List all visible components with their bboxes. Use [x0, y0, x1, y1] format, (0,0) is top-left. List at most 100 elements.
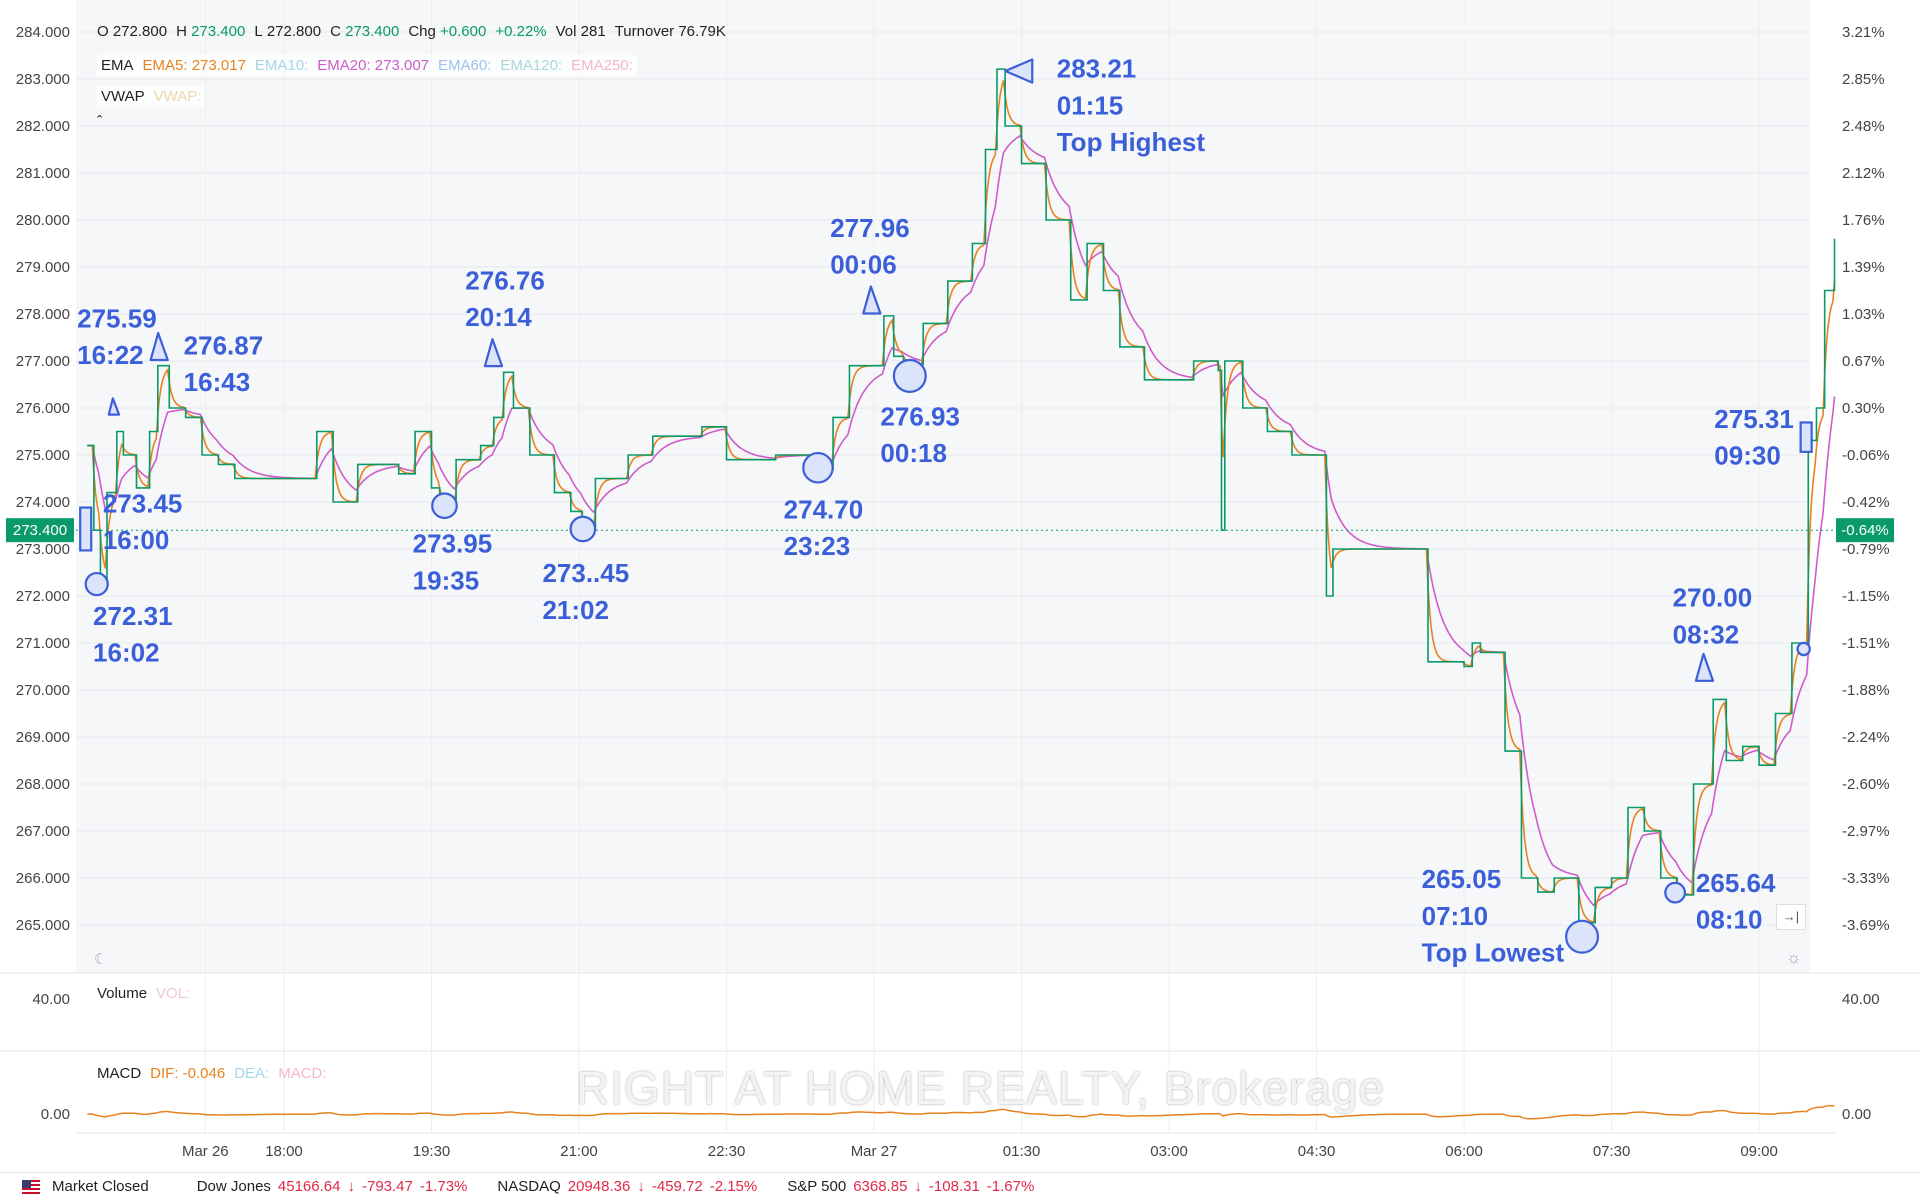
annotation-price-label: 274.70	[784, 494, 864, 524]
annotation[interactable]: 265.05 07:10 Top Lowest	[1422, 864, 1600, 968]
arrow-down-icon: ↓	[914, 1178, 922, 1195]
annotation-circle-marker	[1796, 641, 1811, 657]
sun-icon[interactable]: ☼	[1786, 948, 1802, 967]
index-change-pct: -1.73%	[419, 1178, 468, 1195]
annotation[interactable]: 275.59 16:22	[77, 303, 157, 416]
y-tick-pct-label: 0.67%	[1842, 353, 1885, 370]
x-tick-label: 21:00	[560, 1143, 598, 1160]
annotation-triangle-marker	[149, 331, 169, 362]
annotation-price-label: 272.31	[93, 601, 173, 631]
annotation-time-label: 23:23	[784, 531, 851, 561]
y-tick-pct-label: -0.06%	[1842, 447, 1890, 464]
vwap-legend[interactable]: VWAP VWAP:	[97, 86, 206, 107]
annotation[interactable]: 276.93 00:18	[880, 358, 960, 468]
annotation-circle-marker	[569, 515, 597, 543]
y-tick-label: 271.000	[16, 635, 70, 652]
y-tick-label: 280.000	[16, 212, 70, 229]
change-percent: +0.22%	[495, 23, 547, 40]
annotation-rect-marker	[79, 506, 93, 552]
scroll-to-latest-icon[interactable]: →|	[1776, 904, 1806, 930]
y-tick-label: 267.000	[16, 823, 70, 840]
annotation-price-label: 273.95	[413, 529, 493, 559]
index-quote[interactable]: NASDAQ 20948.36 ↓ -459.72 -2.15%	[497, 1178, 757, 1195]
ema-title[interactable]: EMA	[101, 57, 134, 74]
low-label: L	[254, 23, 263, 40]
annotation[interactable]: 276.87 16:43	[149, 330, 264, 397]
annotation-circle-marker	[802, 451, 834, 484]
y-tick-label: 276.000	[16, 400, 70, 417]
y-tick-pct-label: 1.76%	[1842, 212, 1885, 229]
y-tick-pct-label: -2.60%	[1842, 776, 1890, 793]
index-value: 20948.36	[567, 1178, 631, 1195]
ema-legend[interactable]: EMA EMA5: 273.017 EMA10: EMA20: 273.007 EMA…	[97, 55, 637, 76]
annotation-price-label: 275.59	[77, 303, 157, 333]
annotation[interactable]: 265.64 08:10	[1664, 868, 1776, 935]
y-tick-pct-label: 2.85%	[1842, 71, 1885, 88]
volume-title[interactable]: Volume	[97, 985, 148, 1002]
x-tick-label: Mar 26	[182, 1143, 229, 1160]
volume-value: 281	[580, 23, 606, 40]
pane-tick-left: 40.00	[32, 991, 70, 1008]
index-quote[interactable]: Dow Jones 45166.64 ↓ -793.47 -1.73%	[197, 1178, 468, 1195]
annotation[interactable]	[1796, 641, 1811, 657]
annotation[interactable]: 275.31 09:30	[1714, 404, 1813, 471]
index-change: -459.72	[651, 1178, 703, 1195]
y-tick-pct-label: 3.21%	[1842, 24, 1885, 41]
annotation-time-label: 07:10	[1422, 901, 1489, 931]
annotation-price-label: 273.45	[103, 488, 183, 518]
annotation-note-label: Top Lowest	[1422, 938, 1565, 968]
annotation[interactable]: 277.96 00:06	[830, 213, 910, 315]
annotation-price-label: 276.76	[465, 265, 545, 295]
y-tick-label: 273.000	[16, 541, 70, 558]
x-tick-label: 19:30	[413, 1143, 451, 1160]
dif-value: DIF: -0.046	[150, 1065, 226, 1082]
change-label: Chg	[408, 23, 436, 40]
vol-value: VOL:	[156, 985, 191, 1002]
annotation[interactable]: 283.21 01:15 Top Highest	[1004, 54, 1205, 157]
annotation[interactable]: 274.70 23:23	[784, 451, 864, 561]
annotation-time-label: 08:10	[1696, 905, 1763, 935]
annotation[interactable]: 273.45 16:00	[79, 488, 183, 555]
annotation-price-label: 283.21	[1057, 54, 1137, 84]
y-tick-pct-label: 1.39%	[1842, 259, 1885, 276]
annotation-triangle-marker	[107, 397, 121, 416]
y-tick-label: 269.000	[16, 729, 70, 746]
macd-legend[interactable]: MACD DIF: -0.046 DEA: MACD:	[97, 1065, 327, 1082]
macd-dif-line	[87, 1104, 1835, 1120]
last-price-pct: -0.64%	[1841, 522, 1889, 539]
annotation[interactable]: 276.76 20:14	[465, 265, 545, 368]
annotation-price-label: 273..45	[542, 558, 629, 588]
last-pct-tag	[1836, 518, 1894, 543]
y-tick-label: 282.000	[16, 118, 70, 135]
change-value: +0.600	[440, 23, 487, 40]
annotation-price-label: 277.96	[830, 213, 910, 243]
macd-title[interactable]: MACD	[97, 1065, 142, 1082]
chevron-up-icon[interactable]: ˆ	[97, 114, 103, 131]
ema-legend-item: EMA250:	[571, 57, 633, 74]
annotation[interactable]: 273.95 19:35	[413, 492, 493, 595]
y-tick-label: 281.000	[16, 165, 70, 182]
annotation-circle-marker	[1664, 881, 1687, 904]
y-tick-label: 284.000	[16, 24, 70, 41]
y-tick-pct-label: 0.30%	[1842, 400, 1885, 417]
annotation[interactable]: 272.31 16:02	[84, 571, 173, 668]
y-tick-pct-label: -3.69%	[1842, 917, 1890, 934]
us-flag-icon	[22, 1179, 40, 1194]
macd-value: MACD:	[278, 1065, 327, 1082]
index-quote[interactable]: S&P 500 6368.85 ↓ -108.31 -1.67%	[787, 1178, 1034, 1195]
annotation-triangle-marker	[1694, 652, 1715, 682]
annotation[interactable]: 270.00 08:32	[1673, 583, 1753, 682]
y-tick-pct-label: -1.15%	[1842, 588, 1890, 605]
moon-icon[interactable]: ☾	[94, 951, 108, 968]
y-tick-label: 268.000	[16, 776, 70, 793]
volume-legend[interactable]: Volume VOL:	[97, 985, 190, 1002]
annotation-time-label: 20:14	[465, 302, 532, 332]
y-tick-label: 274.000	[16, 494, 70, 511]
x-tick-label: 07:30	[1593, 1143, 1631, 1160]
vwap-title[interactable]: VWAP	[101, 88, 145, 105]
watermark: RIGHT AT HOME REALTY, Brokerage	[576, 1062, 1386, 1114]
y-tick-pct-label: -2.24%	[1842, 729, 1890, 746]
annotation[interactable]: 273..45 21:02	[542, 515, 629, 625]
index-name: S&P 500	[787, 1178, 847, 1195]
